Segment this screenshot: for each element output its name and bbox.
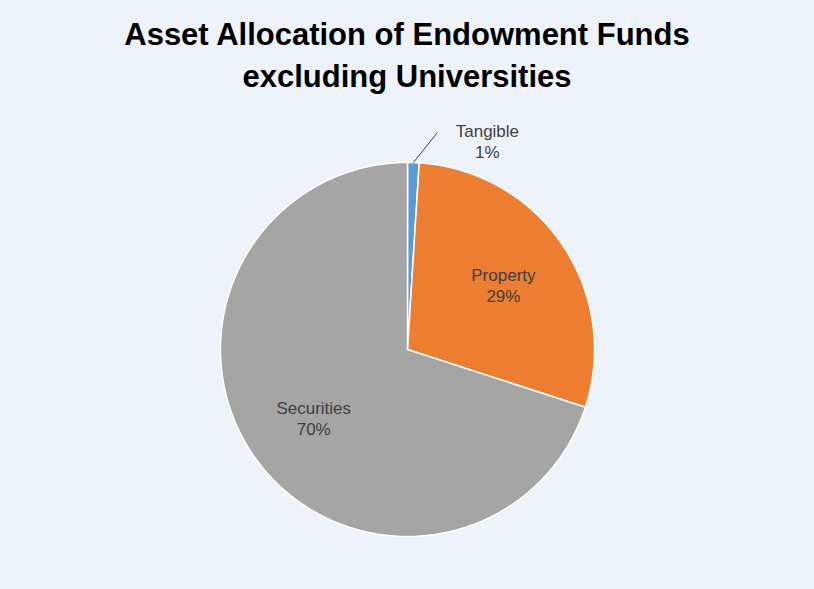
svg-text:Tangible1%: Tangible1% bbox=[456, 122, 519, 162]
svg-text:Securities70%: Securities70% bbox=[276, 399, 351, 439]
svg-text:Property29%: Property29% bbox=[471, 266, 536, 306]
html-text:Asset Allocation of Endowment: Asset Allocation of Endowment Funds excl… bbox=[124, 17, 690, 94]
